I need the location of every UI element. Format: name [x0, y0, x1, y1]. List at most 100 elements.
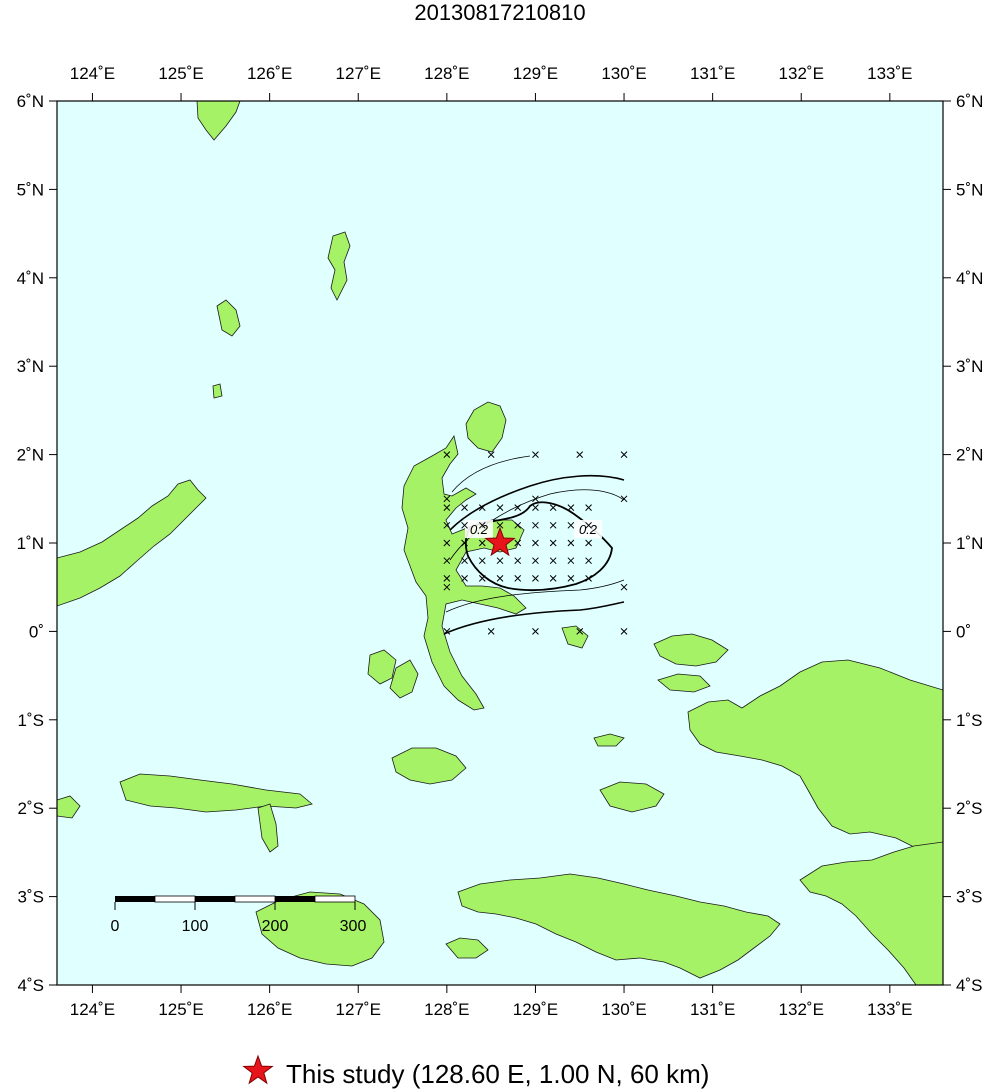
grid-point-marker [514, 504, 522, 511]
grid-point-marker [443, 539, 451, 547]
grid-point-marker [514, 521, 522, 529]
lat-tick-label: 2˚N [956, 446, 983, 465]
grid-point-marker [585, 575, 592, 582]
landmass-waigeo [653, 633, 729, 667]
grid-point-marker [496, 575, 504, 582]
epicenter-star [484, 526, 516, 557]
landmass-buru [255, 891, 385, 967]
contour-outer-thin [451, 455, 531, 493]
grid-point-marker [487, 628, 495, 635]
lon-tick-label: 125˚E [158, 64, 203, 83]
lon-tick-label: 124˚E [70, 64, 115, 83]
grid-point-marker [443, 583, 451, 591]
axis-ticks: 124˚E 124˚E 125˚E 125˚E 126˚E 126˚E 127˚E 127˚E… [17, 64, 984, 1019]
grid-point-marker [567, 504, 575, 511]
grid-point-marker [487, 451, 495, 458]
grid-point-marker [532, 628, 539, 635]
figure-title: 20130817210810 [414, 0, 585, 25]
grid-point-marker [478, 504, 486, 511]
lat-tick-label: 2˚S [18, 799, 44, 818]
landmass-mindanao [196, 101, 241, 141]
lat-tick-label: 4˚S [18, 976, 44, 995]
grid-point-marker [567, 539, 575, 547]
lat-tick-label: 1˚S [18, 711, 44, 730]
grid-point-marker [532, 495, 539, 503]
lat-tick-label: 4˚N [17, 269, 44, 288]
contour-mid-thick [449, 474, 625, 531]
grid-point-marker [549, 557, 557, 565]
contour-label: 0.2 [470, 522, 489, 537]
contour-thin-3 [445, 579, 625, 613]
lon-tick-label: 126˚E [247, 1000, 292, 1019]
grid-point-marker [443, 451, 451, 458]
grid-point-marker [532, 539, 539, 547]
grid-point-marker [549, 521, 557, 529]
landmass-misool [599, 781, 665, 813]
landmass-siau [212, 383, 223, 399]
grid-point-marker [576, 628, 584, 635]
landmass-gebe [561, 625, 589, 649]
grid-point-marker [443, 504, 451, 511]
landmass-new-guinea-bird-head [687, 659, 943, 861]
landmass-kofiau [593, 733, 625, 747]
legend: This study (128.60 E, 1.00 N, 60 km) [242, 1054, 709, 1089]
lon-tick-label: 129˚E [513, 64, 558, 83]
grid-point-marker [478, 521, 486, 529]
lat-tick-label: 4˚S [956, 976, 982, 995]
landmass-karakelang [327, 231, 351, 301]
lat-tick-label: 1˚S [956, 711, 982, 730]
lon-tick-label: 131˚E [690, 1000, 735, 1019]
landmass-sangihe [216, 299, 241, 337]
lon-tick-label: 125˚E [158, 1000, 203, 1019]
grid-point-marker [461, 557, 468, 565]
grid-point-marker [443, 628, 451, 635]
lat-tick-label: 4˚N [956, 269, 983, 288]
lat-tick-label: 3˚S [956, 888, 982, 907]
lon-tick-label: 132˚E [779, 1000, 824, 1019]
epicenter-star-icon [484, 526, 516, 557]
landmass-morotai [465, 401, 507, 453]
landmass-obi [391, 747, 467, 785]
scale-label: 300 [340, 918, 367, 935]
grid-point-marker [532, 451, 539, 458]
lat-tick-label: 1˚N [17, 534, 44, 553]
grid-point-marker [514, 539, 522, 547]
lat-tick-label: 5˚N [17, 180, 44, 199]
grid-point-marker [461, 521, 468, 529]
grid-point-marker [496, 504, 504, 511]
grid-point-marker [549, 504, 557, 511]
lon-tick-label: 128˚E [424, 1000, 469, 1019]
lat-tick-label: 2˚N [17, 446, 44, 465]
grid-point-marker [620, 583, 628, 591]
lat-tick-label: 6˚N [956, 92, 983, 111]
contour-label: 0.2 [579, 522, 598, 537]
landmass-banggai [57, 795, 81, 819]
lon-tick-label: 130˚E [601, 1000, 646, 1019]
grid-point-marker [514, 575, 522, 582]
grid-point-marker [443, 575, 451, 582]
lat-tick-label: 3˚N [17, 357, 44, 376]
grid-point-marker [620, 628, 628, 635]
grid-point-marker [620, 451, 628, 458]
lon-tick-label: 126˚E [247, 64, 292, 83]
grid-point-marker [478, 539, 486, 547]
grid-point-marker [576, 451, 584, 458]
contour-inner-closed [464, 501, 613, 591]
landmass-mangole [257, 803, 279, 853]
grid-point-marker [443, 495, 451, 503]
grid-point-marker [585, 521, 592, 529]
landmass-north-sulawesi [57, 479, 207, 607]
grid-point-marker [496, 521, 504, 529]
landmass-halmahera [401, 434, 527, 711]
grid-point-marker [620, 495, 628, 503]
grid-point-marker [567, 557, 575, 565]
lon-tick-label: 124˚E [70, 1000, 115, 1019]
lon-tick-label: 131˚E [690, 64, 735, 83]
grid-point-marker [567, 521, 575, 529]
landmass-batanta [657, 673, 711, 693]
grid-point-marker [585, 539, 592, 547]
scale-label: 200 [262, 918, 289, 935]
star-icon [242, 1054, 274, 1085]
scale-bar: 0 100 200 300 [111, 895, 367, 935]
scale-label: 100 [182, 918, 209, 935]
